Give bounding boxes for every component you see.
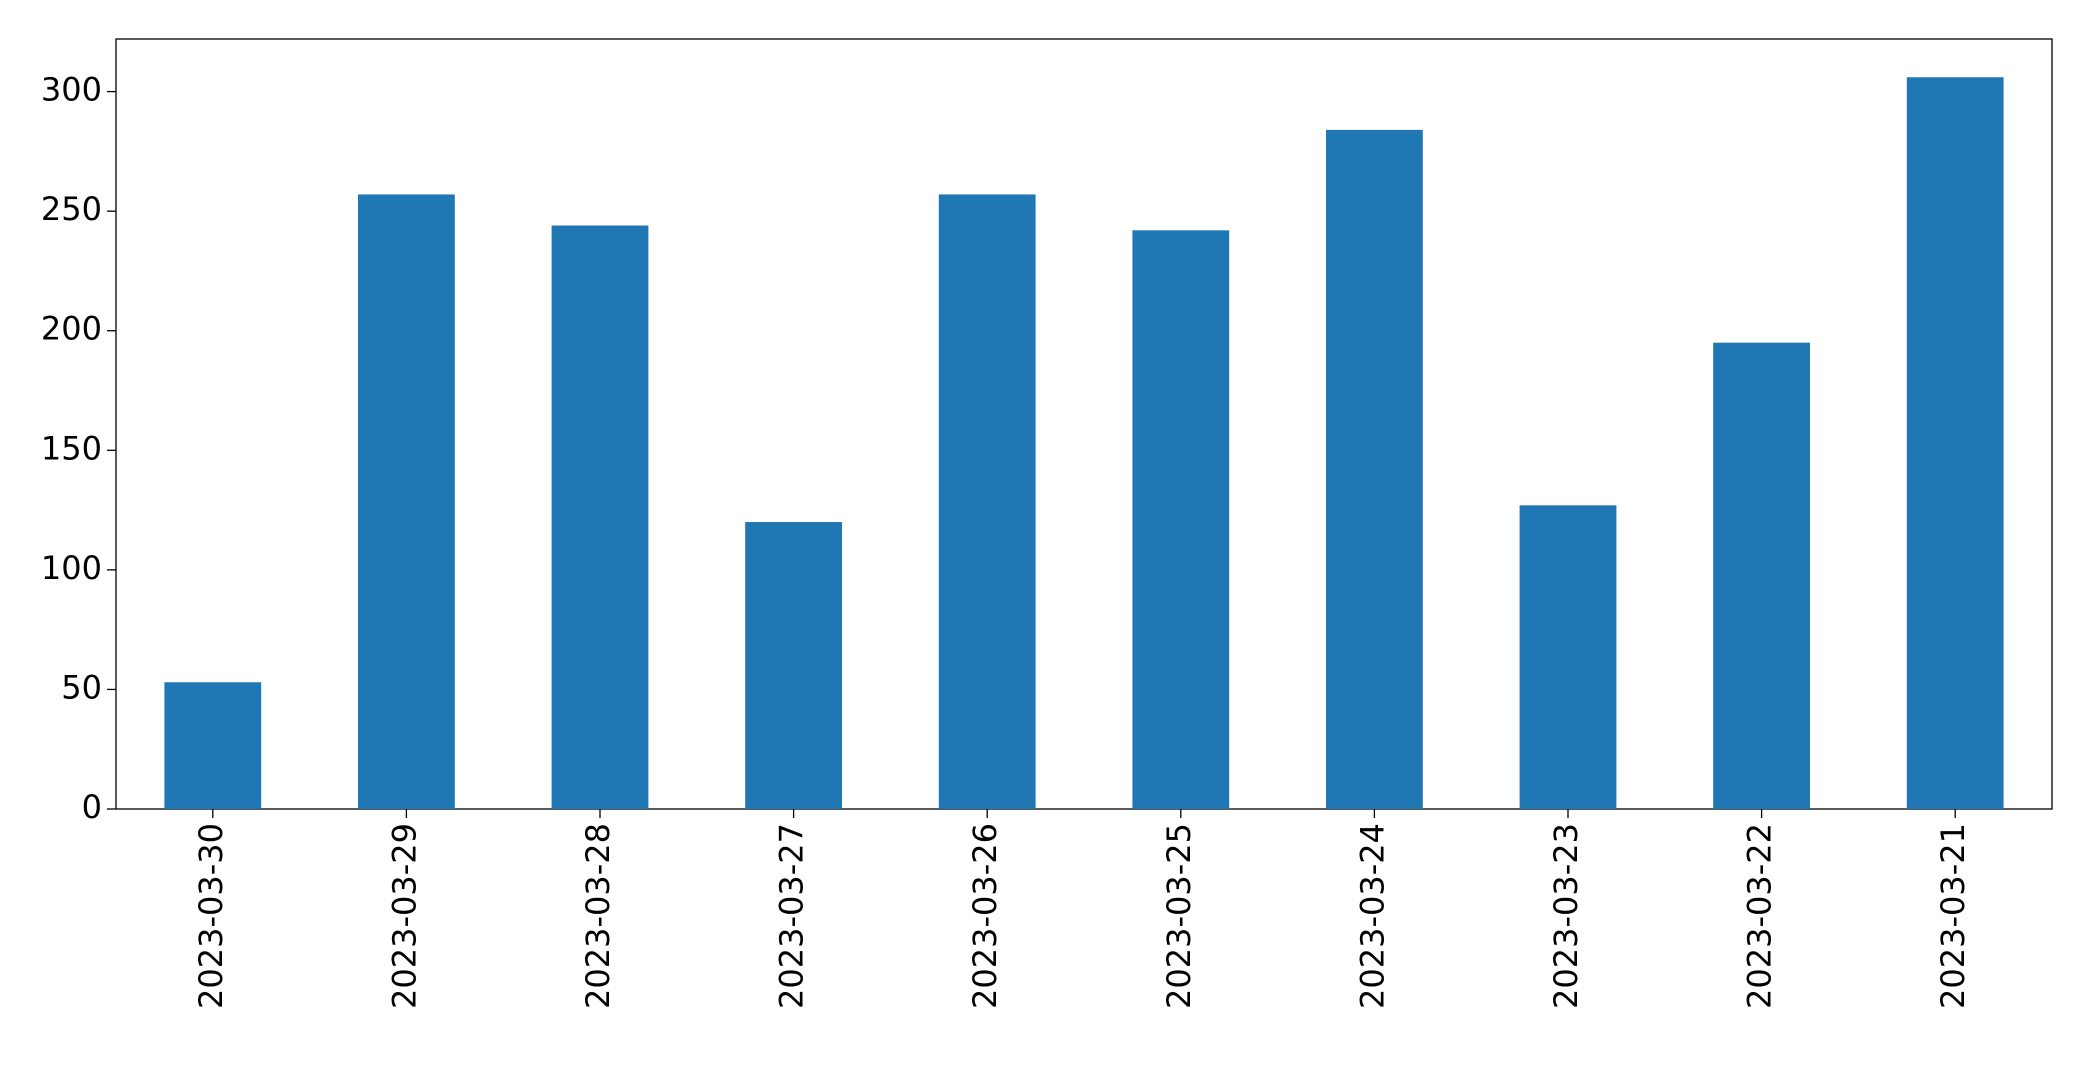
bar <box>938 194 1036 809</box>
plot-frame <box>115 38 2053 810</box>
x-tick-label: 2023-03-28 <box>579 823 617 1009</box>
x-tick-label: 2023-03-21 <box>1934 823 1972 1009</box>
y-tick-label: 200 <box>41 310 102 348</box>
y-tick-label: 50 <box>61 668 102 706</box>
x-tick-label: 2023-03-26 <box>966 823 1004 1009</box>
bar <box>164 682 262 809</box>
x-tick-label: 2023-03-23 <box>1547 823 1585 1009</box>
bar <box>551 225 649 810</box>
y-tick-label: 300 <box>41 71 102 109</box>
y-tick-label: 0 <box>82 788 102 826</box>
bar <box>745 522 842 809</box>
x-tick-label: 2023-03-25 <box>1160 823 1198 1009</box>
x-tick-label: 2023-03-30 <box>192 823 230 1009</box>
y-tick-label: 100 <box>41 549 102 587</box>
x-tick-label: 2023-03-27 <box>773 823 811 1009</box>
bar <box>1713 342 1810 809</box>
bar <box>1132 230 1230 810</box>
bar <box>1519 505 1617 809</box>
bar <box>1906 77 2004 810</box>
y-tick-label: 150 <box>41 429 102 467</box>
bar <box>358 194 455 809</box>
bar <box>1326 129 1423 809</box>
x-tick-label: 2023-03-29 <box>385 823 423 1009</box>
y-tick-label: 250 <box>41 190 102 228</box>
x-tick-label: 2023-03-22 <box>1741 823 1779 1009</box>
x-tick-label: 2023-03-24 <box>1353 823 1391 1009</box>
